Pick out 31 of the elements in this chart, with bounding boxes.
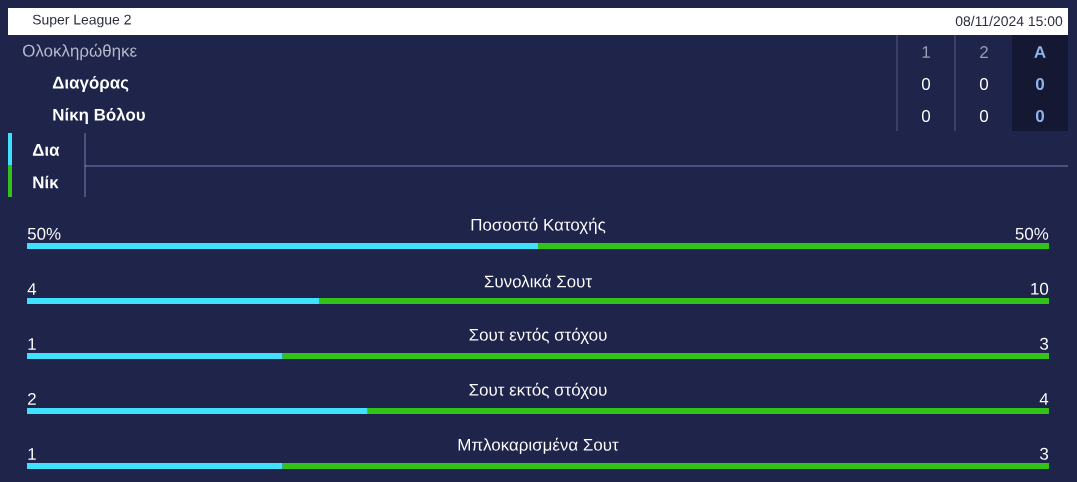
text: 1 <box>922 46 930 58</box>
text: 0 <box>1035 77 1045 90</box>
text: Ολοκληρώθηκε <box>23 43 137 61</box>
text: 0 <box>979 109 989 122</box>
data-label: 4 <box>27 283 37 295</box>
data-label: 2 <box>28 392 36 405</box>
text: 0 <box>921 77 931 90</box>
text: Διαγόρας <box>52 76 129 92</box>
text: 08/11/2024 15:00 <box>955 15 1063 27</box>
text: 0 <box>979 77 989 90</box>
text: Νίκη Βόλου <box>53 107 145 125</box>
data-label: 3 <box>1040 337 1049 350</box>
data-label: 10 <box>1031 282 1049 295</box>
data-label: 4 <box>1039 393 1049 405</box>
data-label: 1 <box>28 338 36 350</box>
y-tick-label: Μπλοκαρισμένα Σουτ <box>458 437 619 455</box>
data-label: 50% <box>27 227 61 240</box>
text: Super League 2 <box>32 14 131 28</box>
legend-label: Νίκ <box>33 175 59 189</box>
data-label: 1 <box>28 448 36 460</box>
y-tick-label: Σουτ εκτός στόχου <box>469 382 607 400</box>
text: A <box>1034 46 1046 58</box>
y-tick-label: Σουτ εντός στόχου <box>469 327 607 345</box>
data-label: 50% <box>1015 227 1049 240</box>
data-label: 3 <box>1040 447 1049 460</box>
y-tick-label: Ποσοστό Κατοχής <box>471 217 606 235</box>
text: 0 <box>921 109 931 122</box>
legend-label: Δια <box>32 144 60 156</box>
text: 0 <box>1035 109 1045 122</box>
text: 2 <box>980 46 988 58</box>
y-tick-label: Συνολικά Σουτ <box>484 274 592 288</box>
